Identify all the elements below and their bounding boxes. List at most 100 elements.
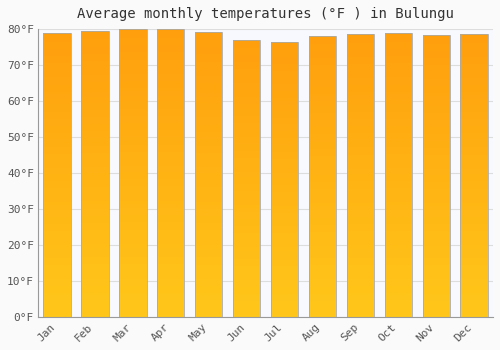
Bar: [309, 228, 336, 229]
Bar: [384, 265, 412, 266]
Bar: [422, 241, 450, 243]
Bar: [119, 202, 146, 204]
Bar: [195, 202, 222, 203]
Bar: [271, 57, 298, 58]
Bar: [309, 270, 336, 271]
Bar: [157, 103, 184, 104]
Bar: [384, 127, 412, 128]
Bar: [195, 189, 222, 190]
Bar: [346, 57, 374, 58]
Bar: [233, 315, 260, 316]
Bar: [157, 286, 184, 287]
Bar: [346, 200, 374, 201]
Bar: [271, 82, 298, 83]
Bar: [346, 84, 374, 85]
Bar: [44, 269, 70, 271]
Bar: [271, 43, 298, 44]
Bar: [157, 211, 184, 212]
Bar: [271, 66, 298, 68]
Bar: [460, 58, 487, 60]
Bar: [309, 177, 336, 178]
Bar: [233, 144, 260, 145]
Bar: [422, 96, 450, 97]
Bar: [309, 89, 336, 91]
Bar: [422, 222, 450, 223]
Bar: [384, 262, 412, 264]
Bar: [82, 77, 108, 78]
Bar: [233, 154, 260, 155]
Bar: [233, 288, 260, 290]
Bar: [384, 66, 412, 68]
Bar: [271, 54, 298, 55]
Bar: [346, 258, 374, 259]
Bar: [195, 56, 222, 57]
Bar: [460, 220, 487, 221]
Bar: [384, 57, 412, 59]
Bar: [271, 155, 298, 156]
Bar: [460, 44, 487, 46]
Bar: [460, 303, 487, 305]
Bar: [157, 32, 184, 34]
Bar: [271, 202, 298, 203]
Bar: [271, 104, 298, 105]
Bar: [82, 244, 108, 246]
Bar: [309, 196, 336, 198]
Bar: [384, 151, 412, 153]
Bar: [82, 246, 108, 247]
Bar: [233, 126, 260, 127]
Bar: [119, 162, 146, 163]
Bar: [44, 281, 70, 282]
Bar: [346, 316, 374, 317]
Bar: [82, 190, 108, 191]
Bar: [271, 313, 298, 315]
Bar: [119, 176, 146, 178]
Bar: [346, 58, 374, 60]
Bar: [119, 149, 146, 150]
Bar: [309, 250, 336, 251]
Bar: [384, 150, 412, 151]
Bar: [157, 172, 184, 174]
Bar: [346, 290, 374, 292]
Bar: [119, 238, 146, 240]
Bar: [82, 194, 108, 196]
Bar: [119, 286, 146, 287]
Bar: [44, 108, 70, 110]
Bar: [82, 58, 108, 60]
Bar: [82, 153, 108, 154]
Bar: [422, 204, 450, 206]
Bar: [271, 115, 298, 116]
Bar: [82, 75, 108, 77]
Bar: [384, 83, 412, 84]
Bar: [422, 148, 450, 149]
Bar: [346, 139, 374, 140]
Bar: [195, 254, 222, 256]
Bar: [157, 48, 184, 50]
Bar: [157, 94, 184, 96]
Bar: [119, 57, 146, 58]
Bar: [422, 219, 450, 220]
Bar: [44, 76, 70, 77]
Bar: [309, 95, 336, 97]
Bar: [82, 68, 108, 70]
Bar: [233, 238, 260, 240]
Bar: [82, 180, 108, 181]
Bar: [309, 237, 336, 239]
Bar: [157, 263, 184, 264]
Bar: [271, 175, 298, 177]
Bar: [271, 269, 298, 271]
Bar: [422, 90, 450, 92]
Bar: [384, 167, 412, 168]
Bar: [346, 228, 374, 230]
Bar: [309, 275, 336, 276]
Bar: [119, 194, 146, 195]
Bar: [157, 152, 184, 153]
Bar: [460, 162, 487, 163]
Bar: [195, 287, 222, 289]
Bar: [384, 84, 412, 86]
Bar: [271, 253, 298, 254]
Bar: [460, 98, 487, 99]
Bar: [233, 259, 260, 261]
Bar: [271, 163, 298, 164]
Bar: [195, 172, 222, 173]
Bar: [346, 92, 374, 93]
